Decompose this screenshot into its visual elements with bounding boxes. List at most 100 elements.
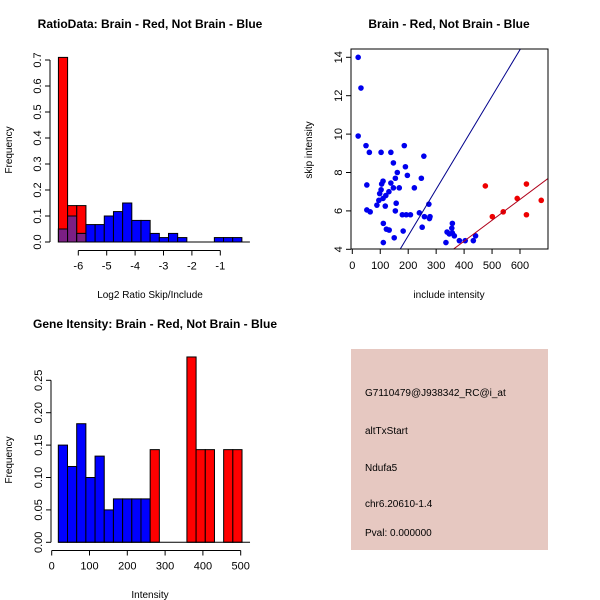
intensity-hist-title: Gene Itensity: Brain - Red, Not Brain - … [33,317,277,331]
scatter-y-tick-label: 4 [333,246,345,252]
scatter-point-not-brain [470,237,477,244]
ratio-hist-bar-not-brain [213,237,225,243]
ratio-hist-bar-not-brain [232,237,243,243]
intensity-hist-y-tick-label: 0.05 [33,499,45,520]
ratio-hist-bar-overlap [67,215,78,243]
scatter-point-not-brain [380,220,387,227]
genomic-location: chr6.20610-1.4 [365,499,433,510]
intensity-hist-bar-not-brain [112,498,124,543]
scatter-point-not-brain [421,153,427,159]
intensity-hist-bar-not-brain [94,455,105,543]
scatter-point-not-brain [392,175,399,182]
scatter-point-not-brain [472,233,479,239]
scatter-point-not-brain [355,133,361,139]
intensity-hist-x-tick-label: 200 [118,561,136,573]
scatter-point-not-brain [402,163,409,170]
ratio-hist-x-tick-label: -2 [187,261,197,273]
scatter-point-not-brain [451,233,458,239]
scatter-point-not-brain [421,213,428,220]
scatter-point-not-brain [374,202,380,208]
ratio-hist-bar-brain [57,56,69,243]
scatter-point-not-brain [404,172,411,179]
ratio-hist-x-tick-label: -3 [159,261,169,273]
scatter-point-not-brain [388,180,394,186]
scatter-point-not-brain [390,160,397,166]
ratio-hist-bar-not-brain [94,224,105,243]
ratio-hist-bar-not-brain [177,237,188,243]
scatter-point-brain [538,197,545,204]
scatter-point-not-brain [386,227,392,233]
ratio-hist-y-tick-label: 0.0 [32,234,44,249]
intensity-hist-bar-not-brain [122,498,133,543]
intensity-hist-bar-brain [232,449,243,543]
ratio-hist-bar-not-brain [149,232,160,243]
scatter-point-not-brain [388,149,394,156]
scatter-ylabel: skip intensity [304,121,315,178]
scatter-x-tick-label: 0 [349,260,355,272]
chart-marks: 0.0 0.1 0.2 0.3 0.4 0.5 0.6 0.7 -6 -5 -4 -3 -2 -1 4 6 8 1… [32,48,549,573]
intensity-hist-bar-not-brain [76,423,87,543]
scatter-point-not-brain [386,188,392,195]
intensity-hist-x-tick-label: 0 [49,561,55,573]
intensity-hist-bar-not-brain [140,498,151,543]
scatter-point-not-brain [399,211,406,218]
scatter-point-not-brain [426,215,433,222]
intensity-hist-y-tick-label: 0.15 [33,434,45,455]
scatter-point-not-brain [419,224,425,231]
intensity-hist-xlabel: Intensity [131,590,168,600]
scatter-point-not-brain [407,211,414,218]
intensity-hist-x-tick-label: 400 [194,561,212,573]
intensity-hist-x-tick-label: 300 [156,561,174,573]
intensity-hist-bar-not-brain [103,509,114,543]
scatter-point-not-brain [393,200,399,207]
scatter-x-tick-label: 600 [511,260,529,272]
scatter-point-not-brain [449,220,456,227]
intensity-hist-bar-brain [223,449,234,543]
scatter-fit-line-not-brain [399,49,521,249]
scatter-point-not-brain [394,169,401,176]
scatter-point-not-brain [391,234,398,241]
ratio-hist-x-tick-label: -4 [130,261,140,273]
scatter-point-not-brain [396,185,403,191]
scatter-point-not-brain [376,190,383,197]
ratio-hist-y-tick-label: 0.6 [32,78,44,93]
ratio-hist-y-tick-label: 0.2 [32,182,44,197]
scatter-point-not-brain [392,208,399,214]
ratio-hist-ylabel: Frequency [4,126,15,173]
scatter-x-tick-label: 500 [483,260,501,272]
ratio-hist-y-tick-label: 0.3 [32,156,44,171]
scatter-point-not-brain [380,239,387,246]
scatter-fit-line-brain [452,178,548,249]
ratio-hist-bar-overlap [57,228,69,243]
scatter-xlabel: include intensity [413,290,484,301]
scatter-point-brain [489,213,496,220]
intensity-hist-x-tick-label: 100 [80,561,98,573]
ratio-hist-y-tick-label: 0.5 [32,104,44,119]
scatter-point-not-brain [366,149,373,156]
scatter-x-tick-label: 100 [371,260,389,272]
intensity-hist-y-tick-label: 0.00 [33,532,45,553]
intensity-hist-ylabel: Frequency [4,436,15,483]
ratio-hist-x-tick-label: -6 [73,261,83,273]
scatter-point-not-brain [378,149,384,156]
intensity-hist-bar-not-brain [131,498,142,543]
ratio-hist-bar-not-brain [158,237,169,243]
scatter-y-tick-label: 14 [333,51,345,63]
scatter-point-brain [523,181,530,187]
info-panel-background [351,349,548,550]
scatter-point-brain [482,183,489,189]
scatter-x-tick-label: 400 [455,260,473,272]
ratio-hist-bar-not-brain [112,211,124,243]
intensity-hist-y-tick-label: 0.20 [33,402,45,423]
scatter-y-tick-label: 6 [333,208,345,214]
info-panel: G7110479@J938342_RC@i_at altTxStart Nduf… [351,349,548,550]
ratio-hist-y-tick-label: 0.4 [32,130,44,145]
scatter-point-not-brain [456,237,463,244]
scatter-point-not-brain [449,225,455,231]
intensity-hist-bar-brain [204,449,215,543]
scatter-point-not-brain [418,175,425,182]
probe-id: G7110479@J938342_RC@i_at [365,388,506,399]
ratio-hist-title: RatioData: Brain - Red, Not Brain - Blue [38,17,263,31]
ratio-hist-bar-not-brain [103,215,114,243]
